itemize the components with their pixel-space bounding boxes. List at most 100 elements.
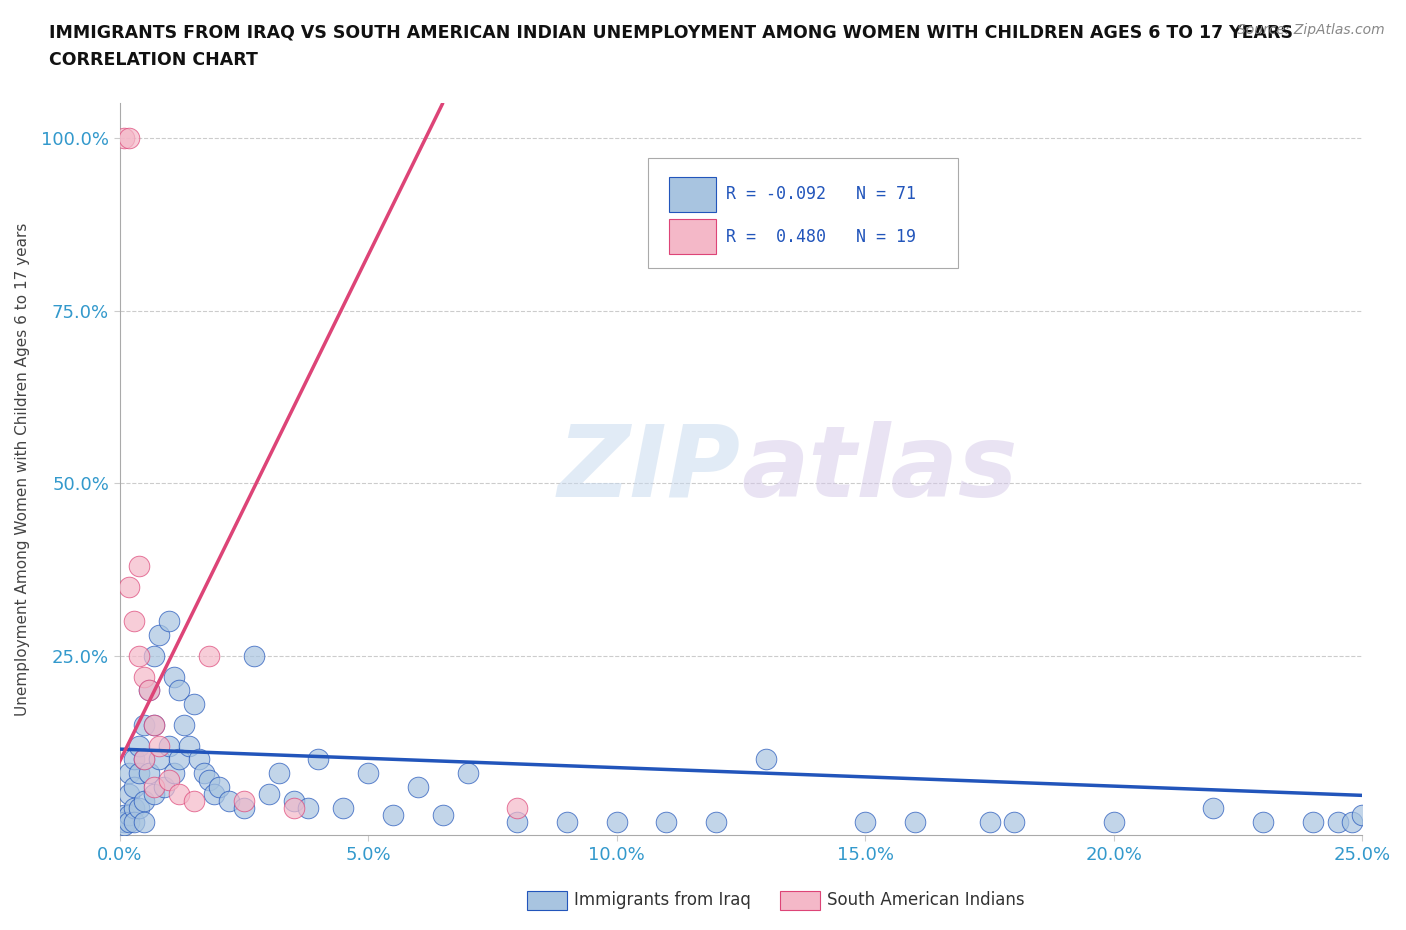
Point (242, 648, 264, 663)
Point (1326, 814, 1348, 829)
Text: CORRELATION CHART: CORRELATION CHART (49, 51, 259, 69)
Point (163, 765, 186, 780)
Point (167, 683, 190, 698)
Point (138, 765, 160, 780)
Point (134, 793, 156, 808)
Point (143, 648, 166, 663)
Text: IMMIGRANTS FROM IRAQ VS SOUTH AMERICAN INDIAN UNEMPLOYMENT AMONG WOMEN WITH CHIL: IMMIGRANTS FROM IRAQ VS SOUTH AMERICAN I… (49, 23, 1294, 41)
Point (114, 817, 136, 832)
Text: Source: ZipAtlas.com: Source: ZipAtlas.com (1237, 23, 1385, 37)
Point (183, 793, 205, 808)
Point (124, 814, 146, 829)
Point (118, 579, 141, 594)
Point (128, 801, 150, 816)
Point (114, 807, 136, 822)
Point (357, 765, 380, 780)
Text: atlas: atlas (741, 421, 1018, 518)
Point (218, 793, 240, 808)
Point (555, 814, 578, 829)
Point (202, 787, 225, 802)
Point (655, 814, 678, 829)
Point (297, 801, 319, 816)
Point (134, 717, 156, 732)
Point (232, 793, 254, 808)
Point (118, 130, 141, 145)
Text: ZIP: ZIP (558, 421, 741, 518)
Point (118, 807, 141, 822)
Point (506, 814, 529, 829)
Point (118, 765, 141, 780)
Point (979, 814, 1001, 829)
Point (853, 814, 876, 829)
Point (1251, 814, 1274, 829)
Point (128, 648, 150, 663)
Point (143, 717, 166, 732)
Text: R =  0.480   N = 19: R = 0.480 N = 19 (725, 228, 917, 246)
Point (163, 670, 186, 684)
Point (143, 779, 166, 794)
Point (134, 752, 156, 767)
Point (167, 787, 190, 802)
Point (188, 752, 211, 767)
FancyBboxPatch shape (648, 158, 959, 268)
Point (1302, 814, 1324, 829)
Point (124, 779, 146, 794)
Point (128, 559, 150, 574)
Point (267, 765, 290, 780)
Point (173, 717, 195, 732)
Point (755, 752, 778, 767)
Point (198, 648, 221, 663)
Point (1202, 801, 1225, 816)
Point (381, 807, 404, 822)
Point (143, 717, 166, 732)
Point (118, 814, 141, 829)
Point (406, 779, 429, 794)
Point (138, 683, 160, 698)
Point (332, 801, 354, 816)
Point (198, 773, 221, 788)
Point (208, 779, 231, 794)
Point (157, 738, 180, 753)
Point (134, 752, 156, 767)
Text: South American Indians: South American Indians (827, 891, 1025, 910)
Point (124, 614, 146, 629)
Point (1341, 814, 1364, 829)
Point (904, 814, 927, 829)
Point (232, 801, 254, 816)
Point (1351, 807, 1374, 822)
Point (114, 130, 136, 145)
Point (148, 752, 170, 767)
Point (124, 801, 146, 816)
Point (157, 773, 180, 788)
Point (257, 787, 280, 802)
FancyBboxPatch shape (669, 177, 716, 212)
Point (283, 801, 305, 816)
Point (457, 765, 479, 780)
Point (193, 765, 215, 780)
Point (606, 814, 628, 829)
Point (124, 752, 146, 767)
Point (307, 752, 329, 767)
Point (143, 787, 166, 802)
Point (183, 697, 205, 711)
Point (1102, 814, 1125, 829)
Point (114, 814, 136, 829)
Point (153, 779, 176, 794)
Point (148, 738, 170, 753)
Point (118, 787, 141, 802)
Point (134, 670, 156, 684)
Point (1002, 814, 1025, 829)
Point (704, 814, 727, 829)
Y-axis label: Unemployment Among Women with Children Ages 6 to 17 years: Unemployment Among Women with Children A… (15, 222, 30, 716)
Point (128, 765, 150, 780)
Point (138, 683, 160, 698)
Point (432, 807, 454, 822)
Point (148, 628, 170, 643)
Point (283, 793, 305, 808)
Point (134, 814, 156, 829)
Point (506, 801, 529, 816)
Point (157, 614, 180, 629)
Point (179, 738, 201, 753)
Text: Immigrants from Iraq: Immigrants from Iraq (574, 891, 751, 910)
Text: R = -0.092   N = 71: R = -0.092 N = 71 (725, 185, 917, 203)
